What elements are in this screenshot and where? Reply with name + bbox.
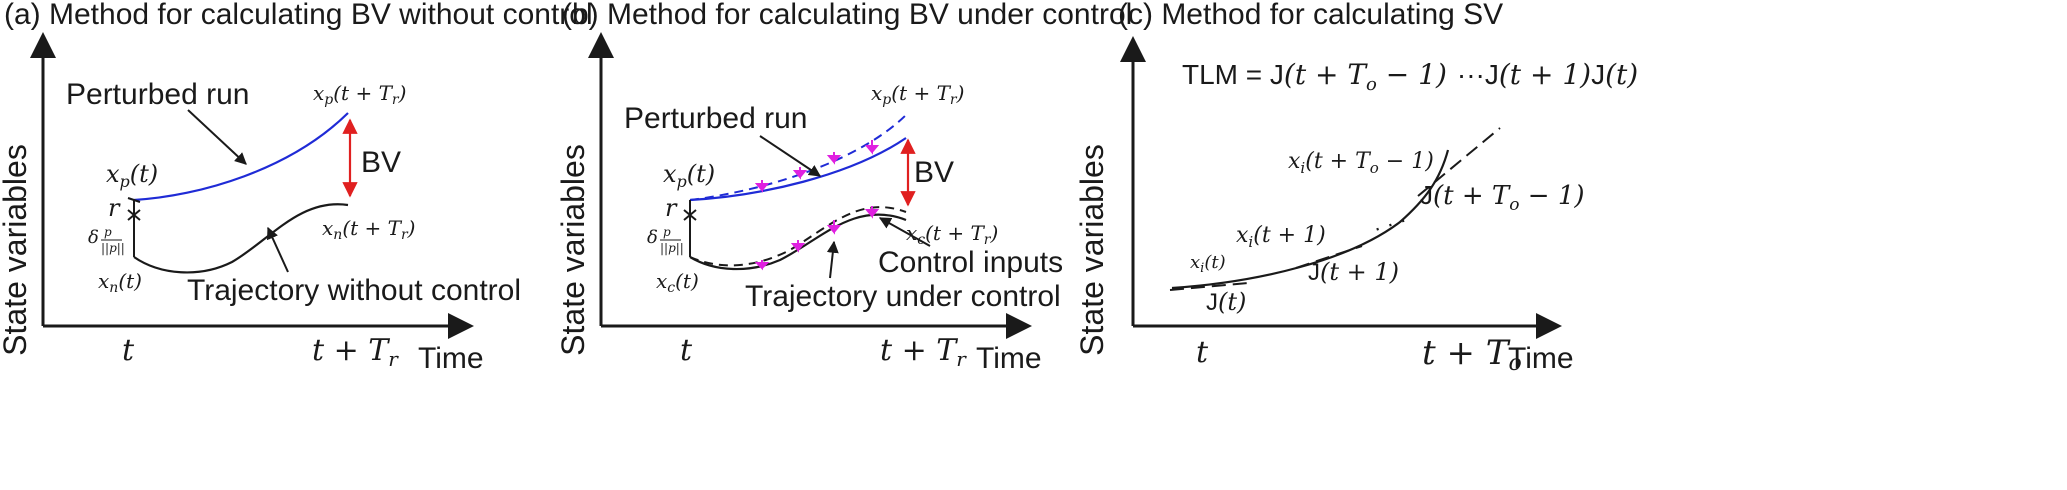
panel-a-delta-frac-top: p (104, 225, 112, 239)
panel-c-y-axis-label: State variables (1074, 144, 1110, 356)
panel-a: (a) Method for calculating BV without co… (0, 0, 593, 375)
panel-c-tangent-t1 (1295, 245, 1363, 269)
panel-c-j-t-label: J(t) (1206, 288, 1246, 316)
panel-b-xp-t-label: xp(t) (663, 160, 715, 191)
panel-b-perturbed-run-curve (689, 137, 907, 202)
panel-a-tick-end-sub: r (388, 347, 399, 371)
panel-b-tick-start: t (680, 333, 693, 368)
panel-c-axes (1120, 36, 1562, 339)
panel-a-x-axis-label: Time (418, 342, 484, 375)
panel-a-perturbed-run-curve (133, 112, 349, 202)
panel-a-perturbed-run-pointer (187, 109, 247, 165)
tlm-prefix: TLM = (1182, 59, 1270, 90)
panel-c-xi-end-label: xi(t + To − 1) (1288, 149, 1434, 177)
panel-c-x-axis-arrowhead (1536, 313, 1562, 339)
panel-c-tlm-equation: TLM = J(t + To − 1) ···J(t + 1)J(t) (1182, 58, 1638, 95)
panel-b-delta-frac-bottom: ||p|| (660, 241, 684, 255)
control-marker (864, 140, 880, 155)
panel-c-tangent-t (1169, 282, 1249, 291)
panel-b-xc-end-label: xc(t + Tr) (906, 221, 998, 248)
control-marker (864, 206, 880, 219)
panel-a-trajectory-label: Trajectory without control (187, 274, 521, 307)
panel-c: (c) Method for calculating SV State vari… (1074, 0, 1638, 376)
panel-a-trajectory-curve (133, 203, 349, 274)
panel-b-perturbed-run-pointer (759, 135, 821, 177)
panel-b-perturbation-cross (683, 209, 697, 221)
panel-a-trajectory-pointer (267, 226, 289, 273)
control-marker (754, 260, 770, 271)
panel-b-y-axis-label: State variables (555, 144, 591, 356)
panel-b-x-axis-arrowhead (1006, 313, 1032, 339)
panel-c-xi-t-label: xi(t) (1190, 252, 1226, 276)
panel-b-trajectory-curve (689, 213, 907, 271)
panel-a-r-label: r (108, 194, 121, 222)
panel-b-perturbed-run-label: Perturbed run (624, 102, 807, 135)
panel-b-control-pointer (878, 217, 931, 247)
panel-a-axes (30, 32, 474, 339)
panel-b-y-axis-arrowhead (588, 32, 614, 58)
panel-c-x-axis-label: Time (1508, 342, 1574, 375)
panel-b-xp-end-label: xp(t + Tr) (871, 81, 964, 108)
panel-a-xp-t-label: xp(t) (106, 160, 158, 191)
panel-b-x-axis-label: Time (976, 342, 1042, 375)
panel-a-perturbed-run-label: Perturbed run (66, 78, 249, 111)
panel-a-delta-frac-bottom: ||p|| (101, 241, 125, 255)
panel-a-y-axis-arrowhead (30, 32, 56, 58)
control-marker (826, 220, 842, 235)
panel-b: (b) Method for calculating BV under cont… (555, 0, 1132, 375)
panel-b-xc-t-label: xc(t) (656, 269, 699, 296)
panel-a-perturbation-cross (127, 209, 141, 221)
panel-b-title: (b) Method for calculating BV under cont… (562, 0, 1132, 31)
panel-a-x-axis-arrowhead (448, 313, 474, 339)
panel-c-j-end-label: J(t + To − 1) (1420, 180, 1585, 215)
panel-a-tick-end: t + Tr (312, 333, 399, 371)
panel-b-bv-label: BV (914, 156, 954, 189)
panel-a-xp-end-label: xp(t + Tr) (313, 81, 406, 108)
panel-a-bv-label: BV (361, 146, 401, 179)
panel-c-j-mid-label: J(t + 1) (1308, 258, 1399, 286)
panel-c-tangent-end (1417, 127, 1501, 197)
panel-c-title: (c) Method for calculating SV (1118, 0, 1503, 31)
control-marker (754, 180, 770, 193)
panel-c-y-axis-arrowhead (1120, 36, 1146, 62)
panel-a-xn-t-label: xn(t) (98, 269, 142, 296)
panel-b-tick-end: t + Tr (880, 333, 967, 371)
panel-b-axes (588, 32, 1032, 339)
control-marker (792, 167, 808, 180)
panel-a-delta-label: δ (88, 227, 99, 248)
panel-c-tick-start: t (1196, 335, 1209, 370)
panel-a-y-axis-label: State variables (0, 144, 33, 356)
panel-c-dots: · · · (1370, 206, 1410, 240)
panel-b-control-markers (754, 140, 880, 271)
panel-a-tick-start: t (122, 333, 135, 368)
panel-c-tick-end: t + To (1422, 333, 1522, 376)
panel-a-xn-end-label: xn(t + Tr) (322, 216, 415, 243)
control-marker (826, 152, 842, 165)
panel-b-trajectory-pointer (826, 240, 839, 279)
panel-b-trajectory-dashed-curve (689, 206, 907, 267)
panel-a-title: (a) Method for calculating BV without co… (4, 0, 593, 31)
control-marker (790, 240, 806, 253)
panel-a-tick-end-base: t + T (312, 333, 390, 368)
panel-b-control-label: Control inputs (878, 246, 1063, 279)
panel-b-trajectory-label: Trajectory under control (745, 280, 1061, 313)
panel-b-delta-label: δ (647, 227, 658, 248)
panel-b-delta-frac-top: p (663, 225, 671, 239)
panel-a-perturbation-tick (127, 197, 141, 203)
panel-c-xi-mid-label: xi(t + 1) (1236, 223, 1326, 251)
panel-b-r-label: r (665, 194, 678, 222)
